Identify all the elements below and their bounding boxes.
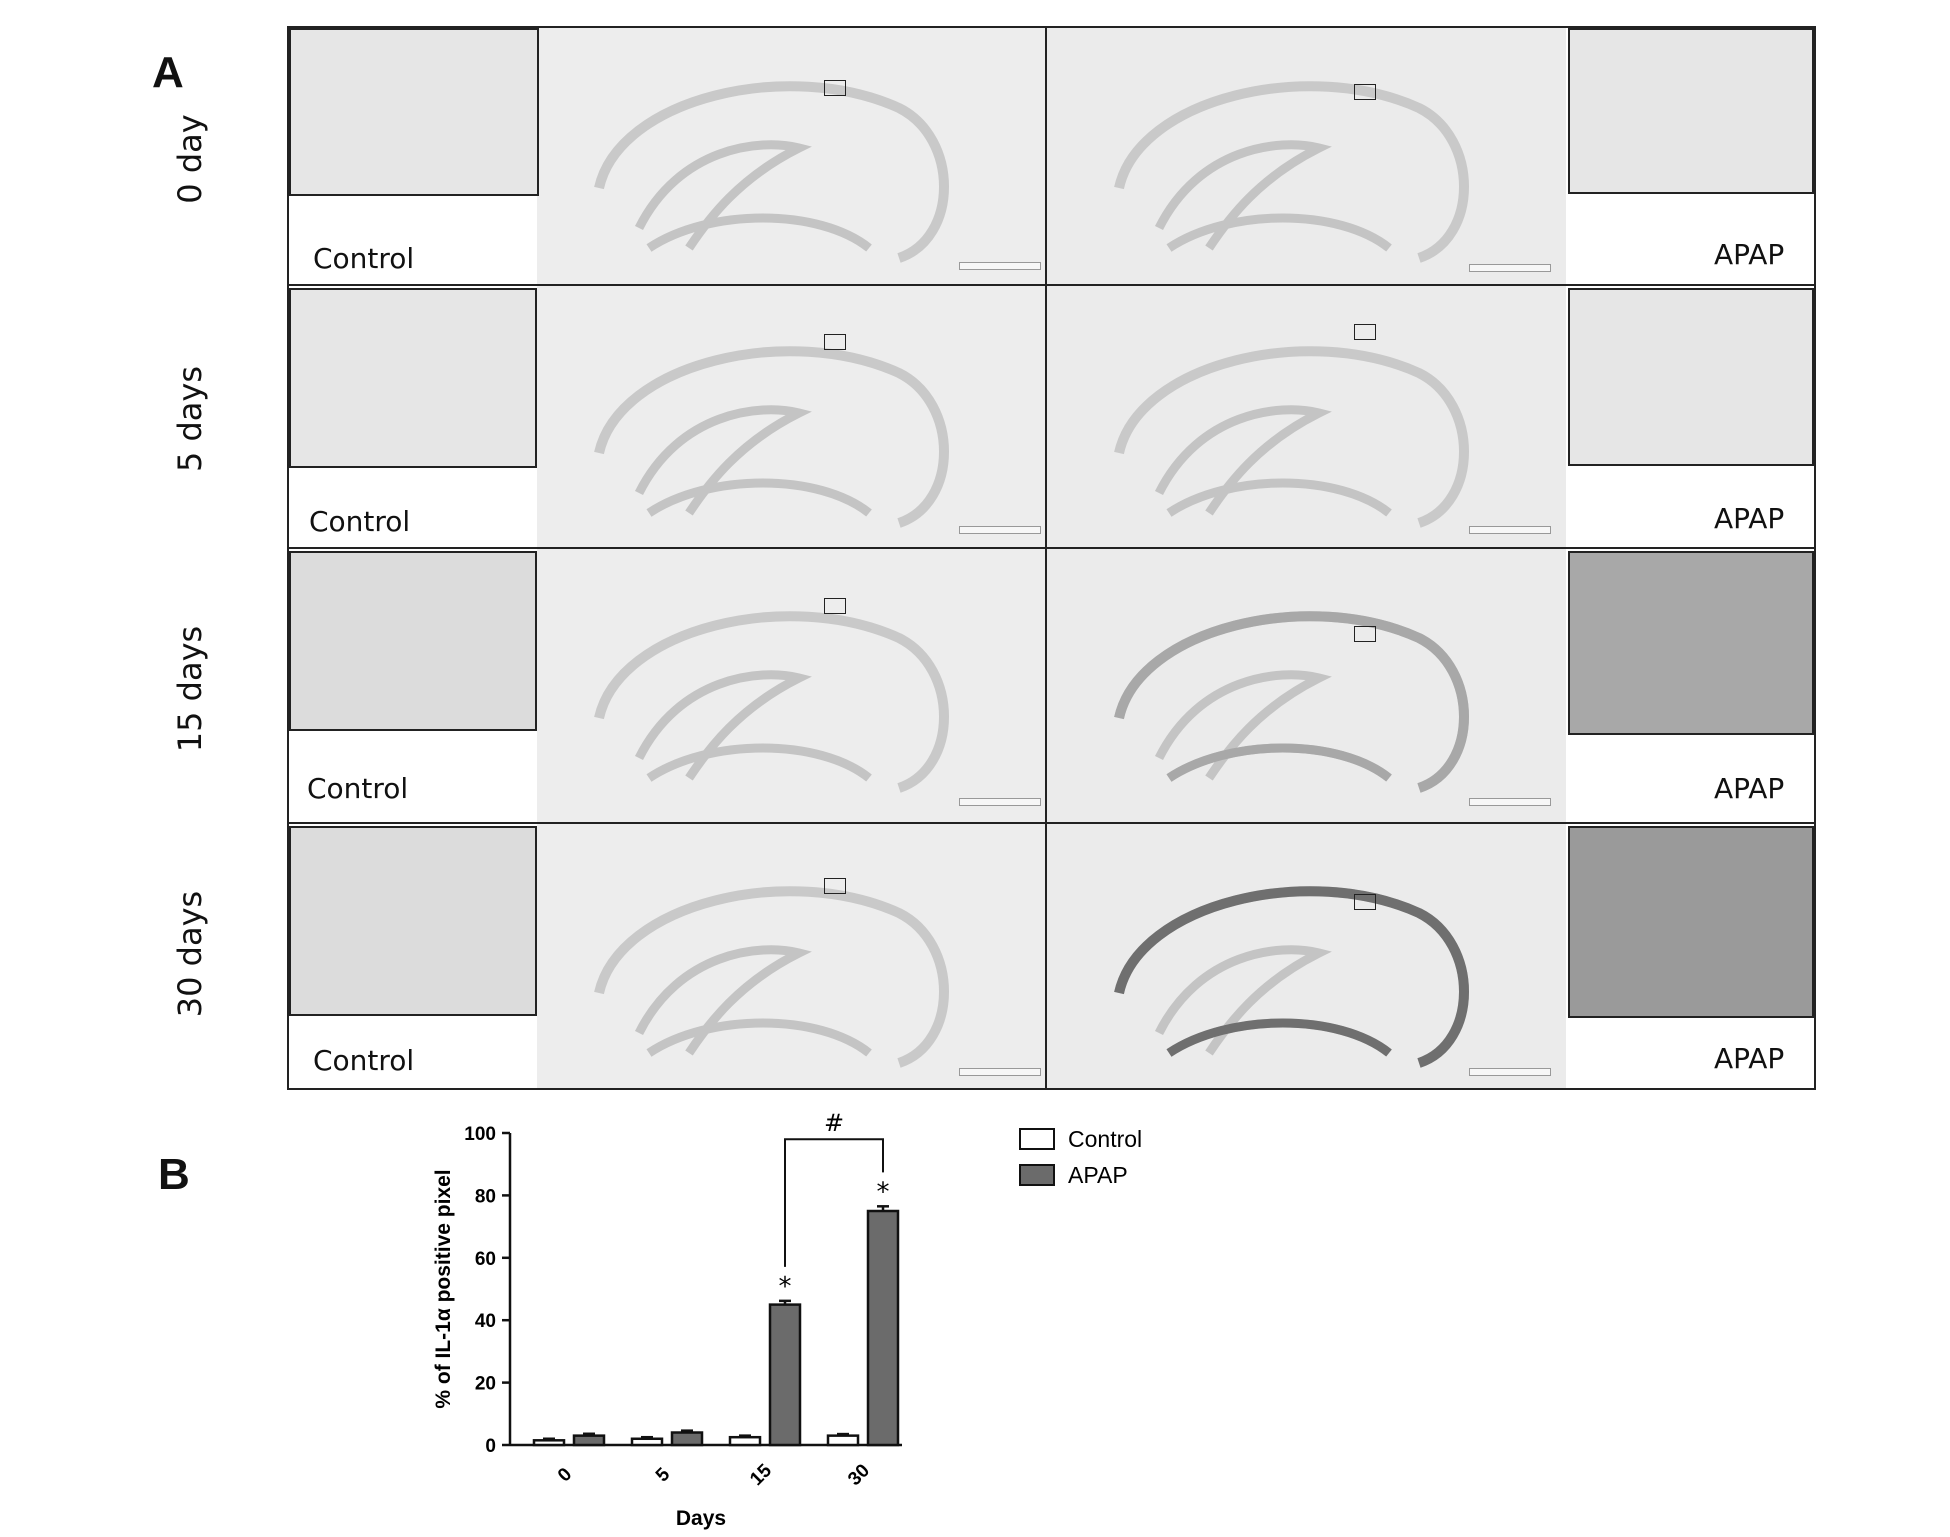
x-axis-label: Days — [676, 1507, 726, 1530]
significance-star: * — [877, 1177, 890, 1207]
x-tick-label: 15 — [746, 1460, 776, 1490]
bar-apap-15 — [768, 1303, 802, 1447]
row-separator — [289, 284, 1814, 286]
apap-inset-micrograph — [1568, 826, 1814, 1018]
roi-box — [1354, 626, 1376, 642]
control-inset-micrograph — [289, 551, 537, 731]
y-tick-label: 60 — [475, 1249, 496, 1270]
bar-apap-5 — [670, 1431, 704, 1447]
scale-bar — [1469, 798, 1551, 806]
apap-label: APAP — [1714, 238, 1785, 271]
bar-control-30 — [826, 1434, 860, 1447]
legend-swatch-control — [1019, 1128, 1055, 1150]
y-tick-label: 100 — [464, 1124, 496, 1145]
y-tick-label: 0 — [485, 1436, 496, 1457]
roi-box — [1354, 84, 1376, 100]
scale-bar — [959, 262, 1041, 270]
control-label: Control — [307, 772, 409, 805]
apap-label: APAP — [1714, 772, 1785, 805]
panel-a-letter: A — [152, 48, 184, 97]
scale-bar — [959, 526, 1041, 534]
y-tick-label: 40 — [475, 1311, 496, 1332]
scale-bar — [1469, 264, 1551, 272]
legend-swatch-apap — [1019, 1164, 1055, 1186]
x-tick-label: 30 — [844, 1460, 874, 1490]
roi-box — [824, 80, 846, 96]
apap-inset-micrograph — [1568, 288, 1814, 466]
apap-inset-micrograph — [1568, 551, 1814, 735]
control-label: Control — [313, 242, 415, 275]
bar-apap-30 — [866, 1209, 900, 1447]
x-tick-label: 5 — [652, 1464, 675, 1487]
apap-label: APAP — [1714, 502, 1785, 535]
legend-label-apap: APAP — [1068, 1162, 1128, 1188]
row-label-1: 5 days — [171, 365, 209, 473]
control-label: Control — [309, 505, 411, 538]
control-inset-micrograph — [289, 826, 537, 1016]
roi-box — [824, 334, 846, 350]
apap-label: APAP — [1714, 1042, 1785, 1075]
row-label-2: 15 days — [171, 625, 209, 753]
scale-bar — [1469, 526, 1551, 534]
y-tick-label: 80 — [475, 1186, 496, 1207]
scale-bar — [959, 798, 1041, 806]
column-separator — [1045, 28, 1047, 1088]
row-label-0: 0 day — [171, 114, 209, 204]
significance-bracket — [784, 1138, 884, 1267]
scale-bar — [1469, 1068, 1551, 1076]
row-separator — [289, 547, 1814, 549]
bracket-label: # — [824, 1109, 844, 1137]
control-inset-micrograph — [289, 28, 539, 196]
y-axis-label: % of IL-1α positive pixel — [432, 1169, 455, 1408]
panel-b-letter: B — [158, 1150, 190, 1199]
roi-box — [824, 598, 846, 614]
micrograph-grid: Control Control Control Control APAP APA… — [287, 26, 1816, 1090]
x-tick-label: 0 — [554, 1464, 576, 1486]
bar-control-15 — [728, 1435, 762, 1447]
bar-apap-0 — [572, 1434, 606, 1447]
control-inset-micrograph — [289, 288, 537, 468]
roi-box — [1354, 324, 1376, 340]
bar-chart: 0 20 40 60 80 100 % of IL-1α positive pixel 0 5 1… — [432, 1109, 1142, 1530]
apap-inset-micrograph — [1568, 28, 1814, 194]
y-tick-label: 20 — [475, 1374, 496, 1395]
row-label-3: 30 days — [171, 890, 209, 1018]
roi-box — [1354, 894, 1376, 910]
roi-box — [824, 878, 846, 894]
legend-label-control: Control — [1068, 1126, 1142, 1152]
bar-control-0 — [532, 1439, 566, 1447]
significance-star: * — [779, 1272, 792, 1302]
control-label: Control — [313, 1044, 415, 1077]
row-separator — [289, 822, 1814, 824]
bar-control-5 — [630, 1437, 664, 1447]
scale-bar — [959, 1068, 1041, 1076]
